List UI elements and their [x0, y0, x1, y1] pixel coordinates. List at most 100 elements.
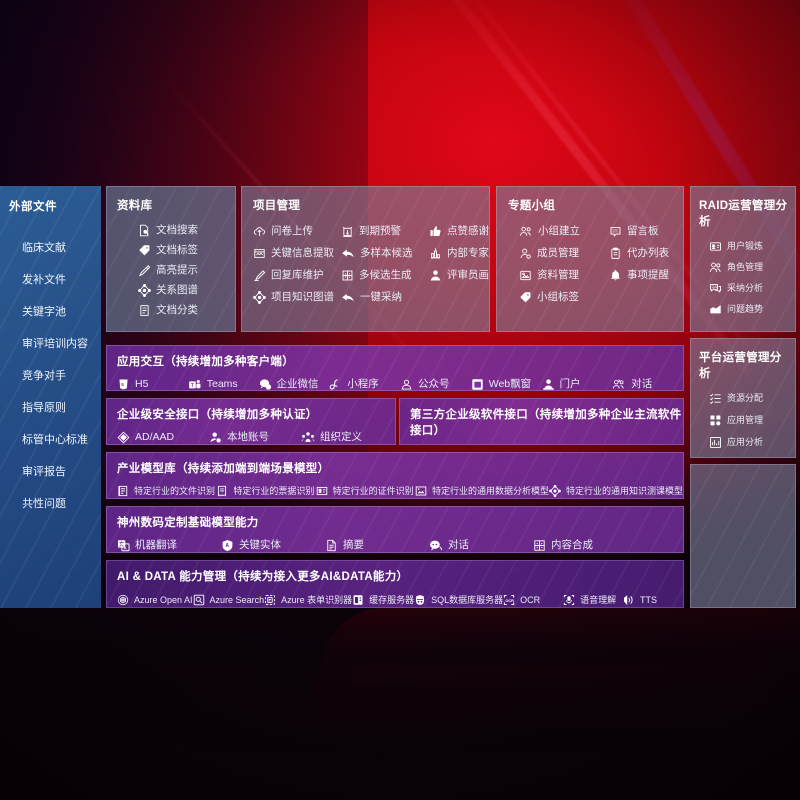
h5-icon: 5 [117, 378, 130, 390]
item-web-float-window[interactable]: Web飘窗 [471, 378, 542, 390]
item-user-training[interactable]: 用户锻炼 [709, 240, 789, 253]
item-todo-list[interactable]: 代办列表 [609, 247, 675, 260]
panel-topic-group: 专题小组 小组建立 留言板 成员管理 代办列表 资料管理 [496, 186, 684, 332]
sidebar-item-supplement-docs[interactable]: 发补文件 [22, 274, 66, 286]
item-azure-openai[interactable]: Azure Open AI [117, 594, 193, 606]
item-member-management[interactable]: 成员管理 [519, 247, 609, 260]
item-expiry-alert[interactable]: 到期预警 [341, 225, 429, 238]
item-portal[interactable]: 门户 [542, 378, 613, 390]
item-local-account[interactable]: 本地账号 [209, 431, 301, 444]
item-one-click-adopt[interactable]: 一键采纳 [341, 291, 429, 304]
item-role-management[interactable]: 角色管理 [709, 261, 789, 274]
item-document-tag[interactable]: 文档标签 [138, 244, 227, 257]
item-internal-expert-rank[interactable]: 内部专家排名 [429, 247, 489, 260]
panel-knowledge-base: 资料库 文档搜索 文档标签 高亮提示 关系图谱 文档分类 [106, 186, 236, 332]
svg-text:QA: QA [712, 285, 718, 289]
item-label: 特定行业的票据识别 [233, 485, 315, 496]
item-resource-allocation[interactable]: 资源分配 [709, 392, 789, 405]
sidebar-item-clinical-literature[interactable]: 临床文献 [22, 242, 66, 254]
item-miniprogram[interactable]: 小程序 [329, 378, 400, 390]
sidebar-item-review-training[interactable]: 审评培训内容 [22, 338, 88, 350]
item-dialog[interactable]: 对话 [612, 378, 683, 390]
item-group-create[interactable]: 小组建立 [519, 225, 609, 238]
item-org-definition[interactable]: 组织定义 [301, 431, 395, 444]
item-receipt-recognition[interactable]: 特定行业的票据识别 [216, 485, 315, 497]
arrow-left-icon [341, 291, 355, 304]
item-tts[interactable]: TTS [623, 594, 683, 606]
item-project-knowledge-graph[interactable]: 项目知识图谱 [253, 291, 341, 304]
item-multi-sample-candidate[interactable]: 多样本候选 [341, 247, 429, 260]
item-questionnaire-upload[interactable]: 问卷上传 [253, 225, 341, 238]
item-label: AD/AAD [135, 431, 175, 444]
message-board-icon [609, 225, 622, 238]
item-issue-trend[interactable]: 问题趋势 [709, 303, 789, 316]
item-message-board[interactable]: 留言板 [609, 225, 675, 238]
item-ocr[interactable]: OCR OCR [503, 594, 563, 606]
item-ad-aad[interactable]: AD/AAD [117, 431, 209, 444]
panel-industry-model-library: 产业模型库（持续添加端到端场景模型） 特定行业的文件识别 特定行业的票据识别 特… [106, 452, 684, 499]
item-event-reminder[interactable]: 事项提醒 [609, 269, 675, 282]
item-h5[interactable]: 5 H5 [117, 378, 188, 391]
item-reply-library-maintain[interactable]: 回复库维护 [253, 269, 341, 282]
entity-icon: A [221, 539, 234, 552]
person-gear-icon [519, 247, 532, 260]
item-knowledge-model[interactable]: 特定行业的通用知识测课模型 [549, 485, 683, 497]
sidebar-item-review-report[interactable]: 审评报告 [22, 466, 66, 478]
item-id-recognition[interactable]: 特定行业的证件识别 [316, 485, 415, 497]
item-highlight-hint[interactable]: 高亮提示 [138, 264, 227, 277]
panel-platform-analysis: 平台运营管理分析 资源分配 应用管理 应用分析 [690, 338, 796, 458]
item-label: 小组标签 [537, 291, 579, 304]
item-document-classify[interactable]: 文档分类 [138, 304, 227, 317]
item-thumbs-up-thanks[interactable]: 点赞感谢 [429, 225, 489, 238]
item-adoption-analysis[interactable]: QA 采纳分析 [709, 282, 789, 295]
item-label: 缓存服务器 [369, 594, 415, 605]
item-key-info-extract[interactable]: 关键信息提取 [253, 247, 341, 260]
item-label: H5 [135, 378, 149, 391]
item-file-recognition[interactable]: 特定行业的文件识别 [117, 485, 216, 497]
item-data-analysis-model[interactable]: 特定行业的通用数据分析模型 [415, 485, 549, 497]
item-sql-database-server[interactable]: SQL数据库服务器 [414, 594, 503, 606]
panel-right-filler [690, 464, 796, 608]
item-azure-search[interactable]: Azure Search [193, 594, 264, 606]
item-teams[interactable]: T Teams [188, 378, 259, 391]
item-group-tag[interactable]: 小组标签 [519, 291, 609, 304]
item-label: 一键采纳 [360, 291, 402, 304]
sidebar-item-competitors[interactable]: 竞争对手 [22, 370, 66, 382]
panel-third-party-interface: 第三方企业级软件接口（持续增加多种企业主流软件接口） API自动化设计器 [399, 398, 684, 445]
item-dialog-capability[interactable]: 对话 [429, 539, 533, 552]
sidebar-item-standards-center[interactable]: 标管中心标准 [22, 434, 88, 446]
item-material-management[interactable]: 资料管理 [519, 269, 609, 282]
item-label: 特定行业的文件识别 [134, 485, 216, 496]
alarm-icon [341, 225, 354, 238]
cloud-upload-icon [253, 225, 266, 238]
item-key-entity[interactable]: A 关键实体 [221, 539, 325, 552]
item-content-synthesis[interactable]: 内容合成 [533, 539, 637, 552]
item-reviewer-portrait[interactable]: 评审员画像 [429, 269, 489, 282]
item-azure-form-recognizer[interactable]: Azure 表单识别器 [264, 594, 352, 606]
panel-title-base-model-capability: 神州数码定制基础模型能力 [117, 517, 259, 529]
item-label: 多样本候选 [360, 247, 413, 260]
item-label: TTS [640, 594, 658, 605]
sidebar-item-guidelines[interactable]: 指导原则 [22, 402, 66, 414]
item-label: 评审员画像 [447, 269, 489, 282]
panel-title-third-party-interface: 第三方企业级软件接口（持续增加多种企业主流软件接口） [410, 409, 682, 437]
item-official-account[interactable]: 公众号 [400, 378, 471, 390]
item-speech-understanding[interactable]: 语音理解 [563, 594, 623, 606]
item-label: 摘要 [343, 539, 364, 552]
item-app-analysis[interactable]: 应用分析 [709, 436, 789, 449]
teams-icon: T [188, 378, 202, 390]
item-label: Teams [206, 378, 238, 391]
panel-title-topic-group: 专题小组 [508, 200, 556, 212]
item-cache-server[interactable]: 缓存服务器 [352, 594, 414, 606]
item-wecom[interactable]: 企业微信 [259, 378, 330, 390]
clipboard-icon [609, 247, 622, 260]
item-document-search[interactable]: 文档搜索 [138, 224, 227, 237]
item-app-management[interactable]: 应用管理 [709, 414, 789, 427]
sidebar-item-common-issues[interactable]: 共性问题 [22, 498, 66, 510]
item-multi-candidate-generate[interactable]: 多候选生成 [341, 269, 429, 282]
item-label: 点赞感谢 [447, 225, 489, 238]
item-relation-graph[interactable]: 关系图谱 [138, 284, 227, 297]
sidebar-item-keyword-pool[interactable]: 关键字池 [22, 306, 66, 318]
item-summary[interactable]: 摘要 [325, 539, 429, 552]
